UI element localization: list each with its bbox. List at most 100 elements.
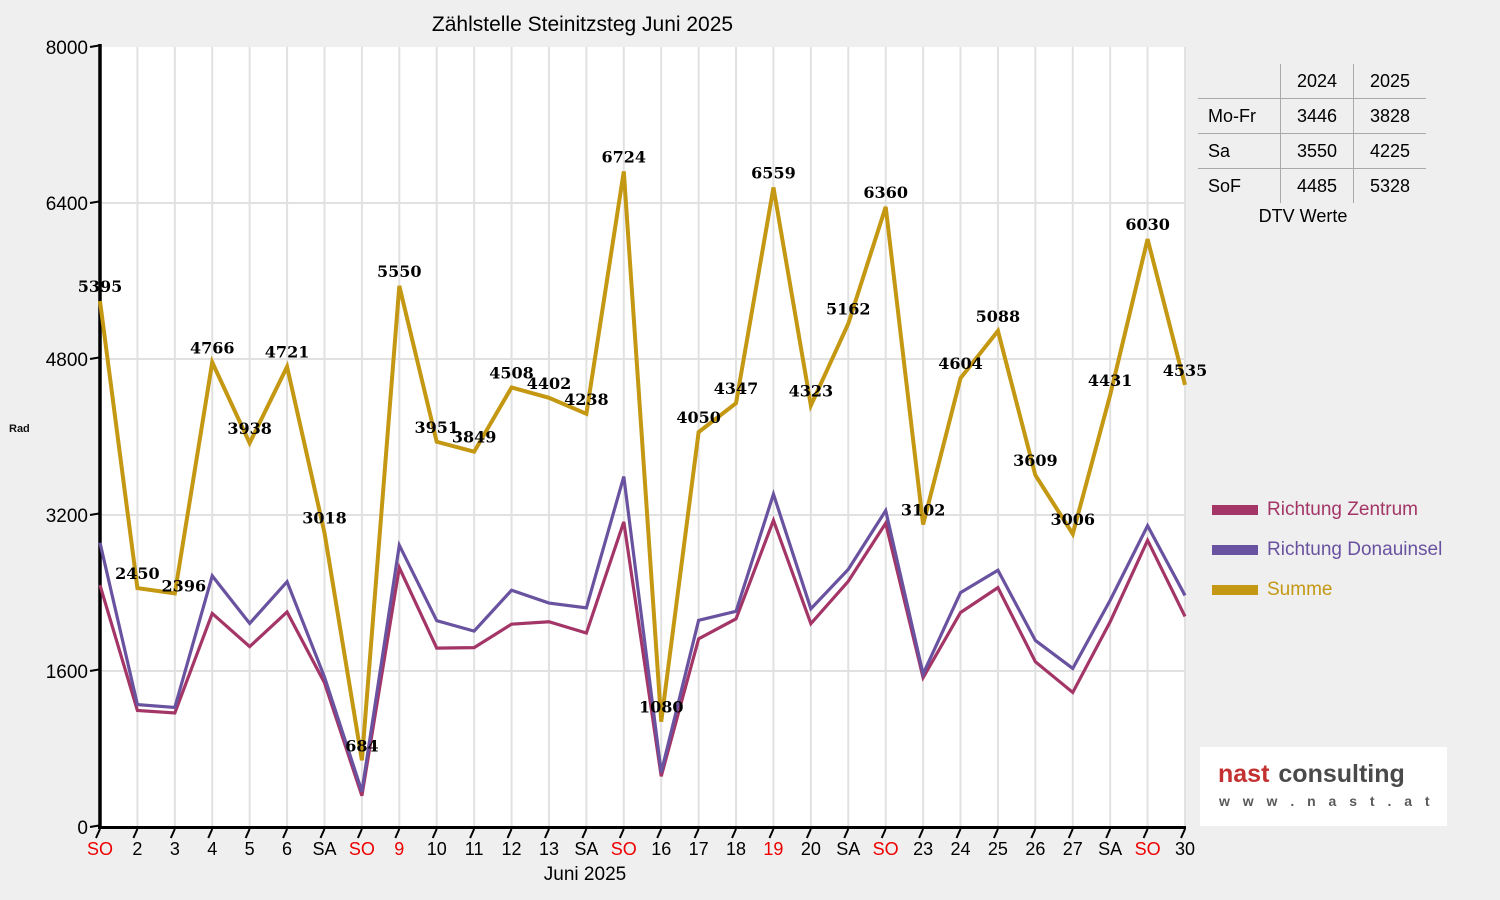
table-row: Sa 3550 4225 xyxy=(1198,133,1426,169)
donauinsel-swatch-icon xyxy=(1212,545,1258,555)
x-tick-label: SA xyxy=(574,839,598,859)
x-tick xyxy=(95,828,101,839)
x-tick-label: 18 xyxy=(726,839,746,859)
data-label: 6360 xyxy=(863,183,908,202)
table-header-row: 2024 2025 xyxy=(1198,64,1426,99)
table-corner-cell xyxy=(1198,64,1281,99)
data-label: 4721 xyxy=(265,343,310,362)
x-tick xyxy=(431,828,438,839)
data-label: 4050 xyxy=(676,408,721,427)
y-tick xyxy=(89,824,100,828)
data-label: 3006 xyxy=(1050,510,1095,529)
x-tick xyxy=(207,828,214,839)
x-tick xyxy=(319,828,326,839)
x-tick-label: SO xyxy=(873,839,899,859)
data-label: 6030 xyxy=(1125,215,1170,234)
x-axis-title: Juni 2025 xyxy=(543,864,627,885)
y-tick xyxy=(89,44,100,48)
y-axis-label: Rad xyxy=(9,423,30,435)
data-label: 4508 xyxy=(489,363,534,382)
table-header-2024: 2024 xyxy=(1280,64,1354,99)
x-tick xyxy=(993,828,999,839)
logo-brand-red: nast xyxy=(1218,760,1270,788)
y-tick-label: 8000 xyxy=(46,38,88,59)
legend-label: Richtung Zentrum xyxy=(1267,499,1419,520)
x-tick xyxy=(394,828,401,839)
logo-brand-gray: consulting xyxy=(1278,760,1405,788)
x-tick xyxy=(880,828,887,839)
x-tick-label: 26 xyxy=(1025,839,1045,859)
x-tick xyxy=(1030,828,1037,839)
x-tick xyxy=(282,828,288,839)
data-label: 5162 xyxy=(826,300,871,319)
series-line-richtung-donauinsel xyxy=(98,476,1187,793)
data-label: 4604 xyxy=(938,354,983,373)
data-label: 5088 xyxy=(976,307,1021,326)
x-tick xyxy=(244,828,251,839)
legend-item-summe: Summe xyxy=(1212,570,1442,610)
x-tick-label: SA xyxy=(312,839,336,859)
y-tick-label: 6400 xyxy=(46,194,88,215)
x-tick-label: 6 xyxy=(282,839,292,859)
x-tick-label: 17 xyxy=(689,839,709,859)
data-label: 3102 xyxy=(901,501,946,520)
y-tick xyxy=(89,200,100,204)
data-label: 684 xyxy=(345,736,378,755)
x-tick xyxy=(356,828,363,839)
y-tick xyxy=(89,512,100,516)
x-tick-label: 25 xyxy=(988,839,1008,859)
x-tick-label: 24 xyxy=(951,839,971,859)
logo-wordmark: nast consulting xyxy=(1218,762,1447,787)
dtv-table: 2024 2025 Mo-Fr 3446 3828 Sa 3550 4225 S… xyxy=(1198,64,1426,203)
y-tick-label: 4800 xyxy=(46,350,88,371)
x-tick xyxy=(132,828,139,839)
x-tick-label: 23 xyxy=(913,839,933,859)
legend-item-zentrum: Richtung Zentrum xyxy=(1212,490,1442,530)
x-tick-label: 2 xyxy=(132,839,142,859)
table-row: Mo-Fr 3446 3828 xyxy=(1198,98,1426,134)
x-tick xyxy=(843,828,850,839)
x-tick xyxy=(805,828,812,839)
x-tick xyxy=(469,828,476,839)
summe-swatch-icon xyxy=(1212,585,1258,595)
x-tick-label: SO xyxy=(611,839,637,859)
x-tick xyxy=(768,828,775,839)
data-label: 4766 xyxy=(190,338,235,357)
data-label: 6559 xyxy=(751,163,796,182)
x-tick xyxy=(1067,828,1074,839)
data-label: 2396 xyxy=(162,576,207,595)
x-tick-label: 27 xyxy=(1063,839,1083,859)
x-tick xyxy=(169,828,176,839)
data-label: 3849 xyxy=(452,428,497,447)
x-tick xyxy=(618,828,625,839)
logo-url: w w w . n a s t . a t xyxy=(1219,793,1435,809)
x-tick-label: 4 xyxy=(207,839,217,859)
data-label: 3609 xyxy=(1013,451,1058,470)
x-tick-label: 9 xyxy=(394,839,404,859)
x-tick xyxy=(918,828,925,839)
x-tick-label: 10 xyxy=(427,839,447,859)
x-tick-label: 12 xyxy=(502,839,522,859)
x-tick-label: 20 xyxy=(801,839,821,859)
mofr-2025: 3828 xyxy=(1353,98,1426,134)
x-tick-label: 19 xyxy=(763,839,783,859)
y-tick-label: 0 xyxy=(77,818,88,839)
y-tick xyxy=(89,356,100,360)
x-tick-label: SO xyxy=(349,839,375,859)
data-label: 4238 xyxy=(564,390,609,409)
x-tick-label: SA xyxy=(1098,839,1122,859)
x-tick xyxy=(506,828,513,839)
data-label: 3018 xyxy=(302,509,347,528)
data-label: 4431 xyxy=(1088,371,1133,390)
data-label: 4402 xyxy=(527,374,572,393)
legend-label: Richtung Donauinsel xyxy=(1267,539,1443,560)
x-tick-label: 11 xyxy=(465,839,484,859)
x-tick-label: 13 xyxy=(539,839,559,859)
x-tick xyxy=(1180,828,1186,839)
x-tick-label: SO xyxy=(1135,839,1161,859)
data-label: 1080 xyxy=(639,698,684,717)
row-label-mofr: Mo-Fr xyxy=(1198,98,1281,134)
x-tick xyxy=(1142,828,1149,839)
sof-2024: 4485 xyxy=(1280,168,1354,203)
